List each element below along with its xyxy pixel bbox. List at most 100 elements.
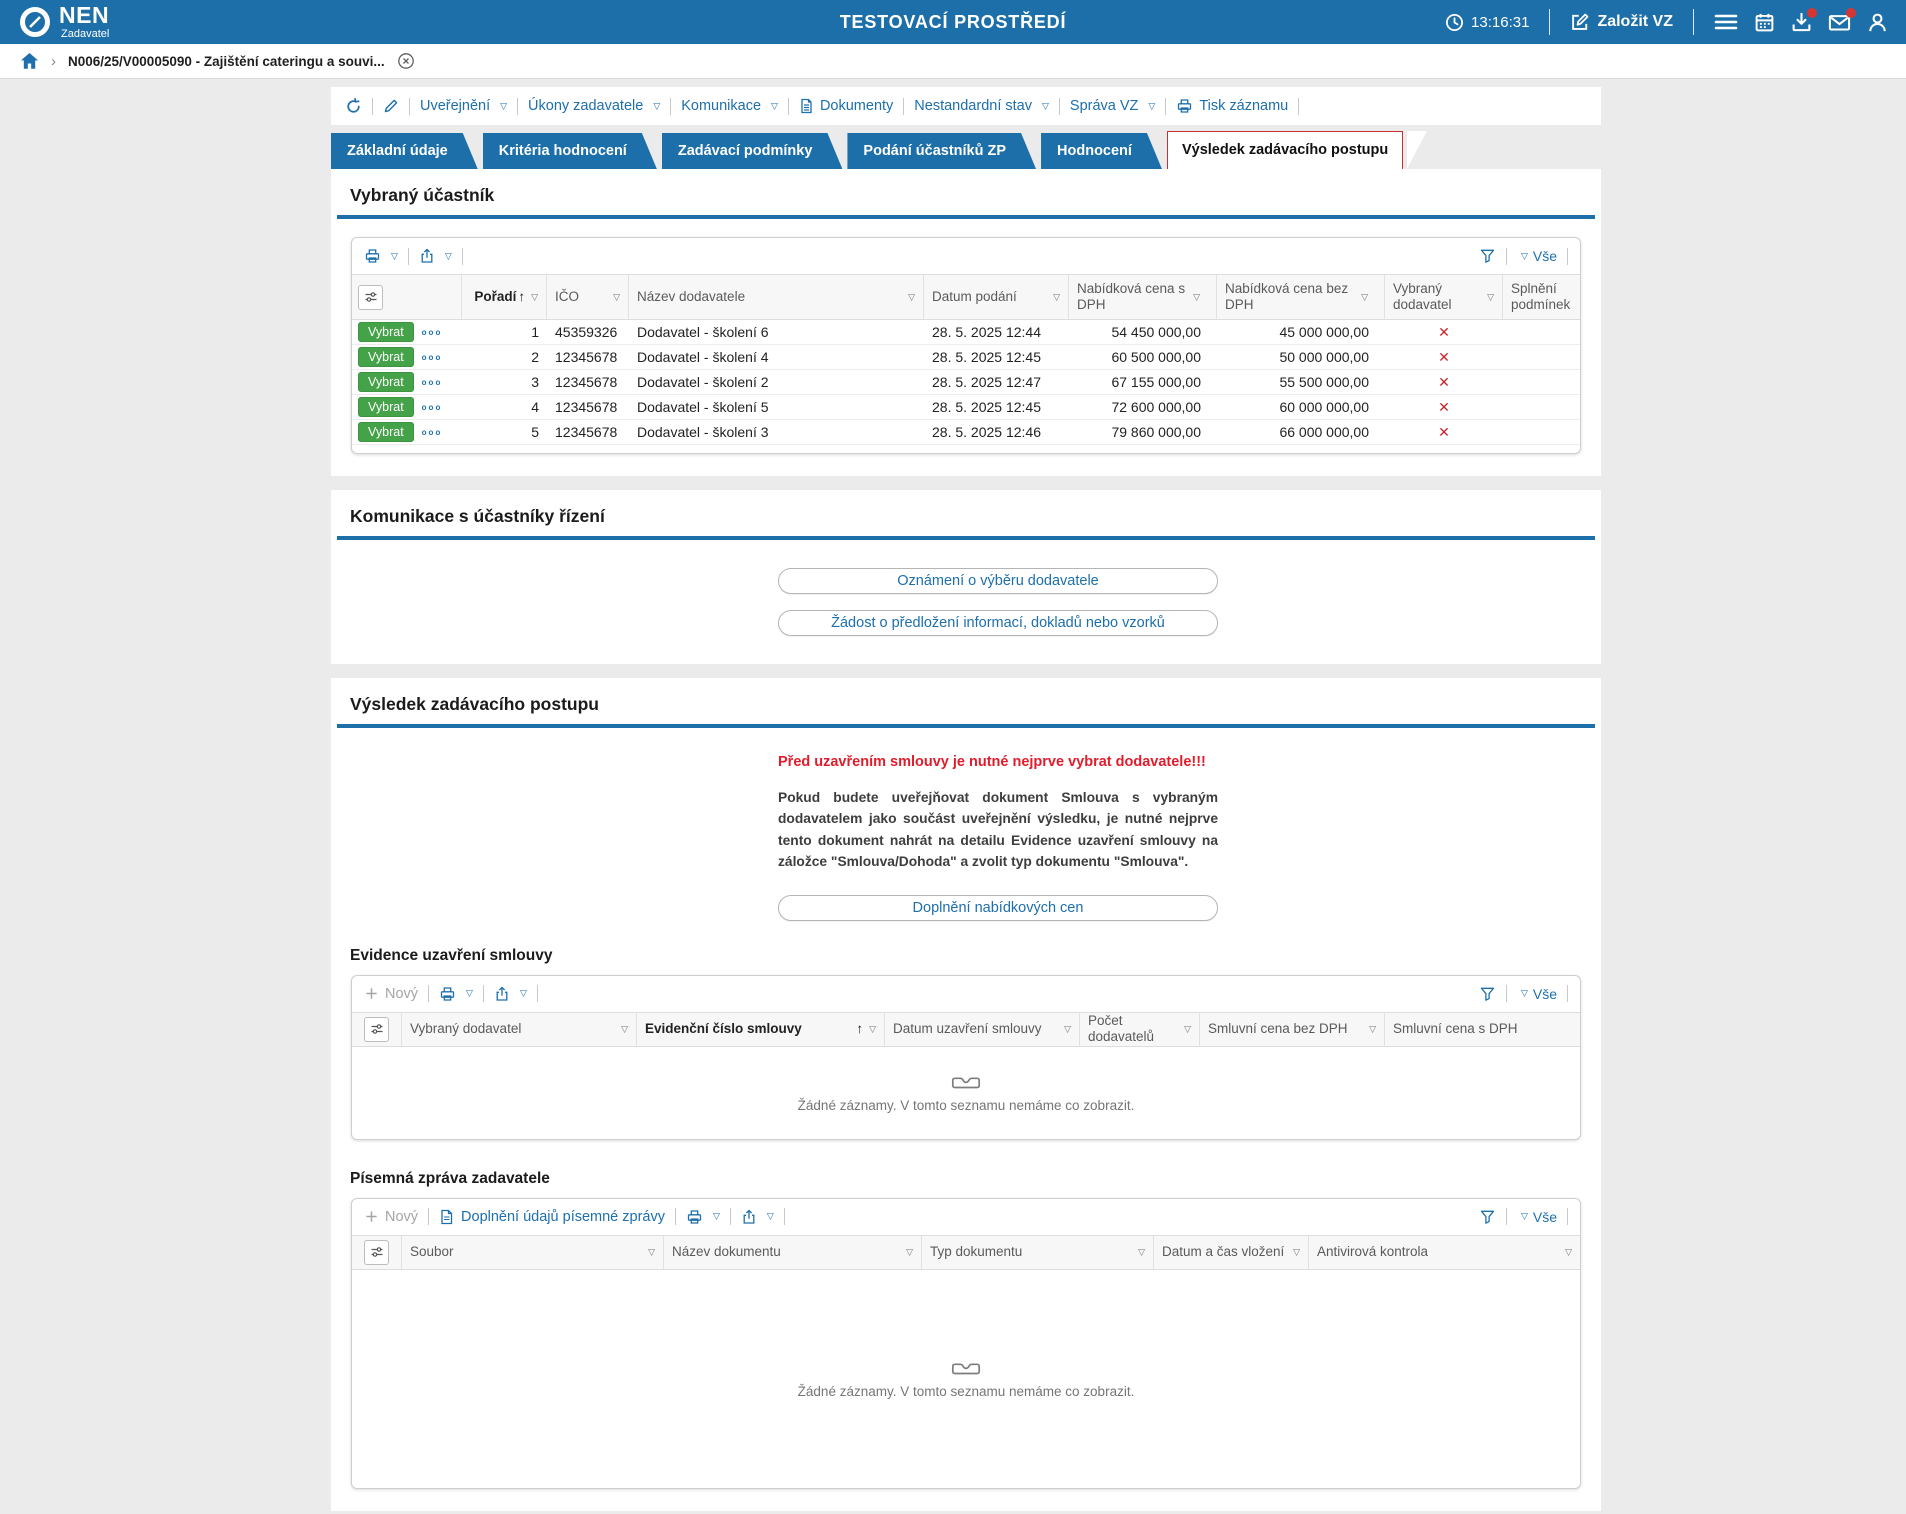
filter-all-button[interactable]: ▽ Vše [1520, 985, 1557, 1002]
filter-icon[interactable] [1479, 986, 1496, 1002]
column-header-datum-podani[interactable]: Datum podání ▽ [924, 275, 1069, 319]
filter-icon[interactable] [1479, 248, 1496, 264]
column-header-nazev-dodavatele[interactable]: Název dodavatele ▽ [629, 275, 924, 319]
column-filter-icon[interactable]: ▽ [1487, 291, 1494, 302]
column-header-soubor[interactable]: Soubor ▽ [402, 1235, 664, 1269]
column-header-splneni-podminek[interactable]: Splnění podmínek [1511, 280, 1571, 312]
vybrat-button[interactable]: Vybrat [358, 322, 414, 342]
breadcrumb-item[interactable]: N006/25/V00005090 - Zajištění cateringu … [68, 53, 385, 69]
column-filter-icon[interactable]: ▽ [531, 291, 538, 302]
column-header-smluvni-cena-s-dph[interactable]: Smluvní cena s DPH [1393, 1020, 1518, 1036]
new-record-button[interactable]: Nový [364, 986, 418, 1002]
tab-hodnoceni[interactable]: Hodnocení [1041, 133, 1162, 169]
row-menu-icon[interactable]: ooo [421, 402, 443, 412]
menu-tisk-zaznamu[interactable]: Tisk záznamu [1176, 98, 1288, 114]
export-grid-button[interactable]: ▽ [741, 1209, 774, 1225]
column-header-datum-vlozeni[interactable]: Datum a čas vložení ▽ [1154, 1235, 1309, 1269]
downloads-icon[interactable] [1791, 7, 1817, 33]
column-header-vybrany-dodavatel[interactable]: Vybraný dodavatel ▽ [402, 1012, 637, 1046]
menu-nestandardni-stav[interactable]: Nestandardní stav ▽ [914, 98, 1049, 114]
column-header-typ-dokumentu[interactable]: Typ dokumentu ▽ [922, 1235, 1154, 1269]
tab-vysledek-zadavaciho-postupu[interactable]: Výsledek zadávacího postupu [1166, 131, 1404, 169]
column-header-datum-uzavreni[interactable]: Datum uzavření smlouvy ▽ [885, 1012, 1080, 1046]
column-filter-icon[interactable]: ▽ [621, 1023, 628, 1034]
menu-uverejneni[interactable]: Uveřejnění ▽ [420, 98, 508, 114]
column-filter-icon[interactable]: ▽ [1369, 1023, 1376, 1034]
vybrat-button[interactable]: Vybrat [358, 347, 414, 367]
column-filter-icon[interactable]: ▽ [1293, 1246, 1300, 1257]
column-filter-icon[interactable]: ▽ [1053, 291, 1060, 302]
tab-zadavaci-podminky[interactable]: Zadávací podmínky [662, 133, 843, 169]
close-tab-icon[interactable] [397, 52, 415, 70]
edit-record-icon[interactable] [383, 98, 399, 114]
column-filter-icon[interactable]: ▽ [1193, 291, 1200, 302]
vybrat-button[interactable]: Vybrat [358, 422, 414, 442]
grid-settings-icon[interactable] [358, 284, 383, 310]
export-grid-button[interactable]: ▽ [419, 248, 452, 264]
column-filter-icon[interactable]: ▽ [1138, 1246, 1145, 1257]
table-row[interactable]: Vybrat ooo 1 45359326 Dodavatel - školení… [352, 320, 1580, 345]
print-grid-button[interactable]: ▽ [364, 248, 398, 264]
vybrat-button[interactable]: Vybrat [358, 372, 414, 392]
row-menu-icon[interactable]: ooo [421, 352, 443, 362]
grid-settings-icon[interactable] [364, 1016, 389, 1042]
doplneni-nabidkovych-cen-button[interactable]: Doplnění nabídkových cen [778, 894, 1218, 921]
print-grid-button[interactable]: ▽ [686, 1209, 720, 1225]
filter-all-button[interactable]: ▽ Vše [1520, 248, 1557, 264]
print-grid-button[interactable]: ▽ [439, 986, 473, 1002]
column-header-poradi[interactable]: Pořadí ↑ ▽ [462, 275, 547, 319]
create-vz-button[interactable]: Založit VZ [1570, 12, 1673, 32]
column-header-antivirova-kontrola[interactable]: Antivirová kontrola ▽ [1317, 1243, 1572, 1259]
doplneni-udaju-button[interactable]: Doplnění údajů písemné zprávy [439, 1209, 665, 1225]
column-header-vybrany-dodavatel[interactable]: Vybraný dodavatel ▽ [1385, 275, 1503, 319]
export-grid-button[interactable]: ▽ [494, 986, 527, 1002]
table-row[interactable]: Vybrat ooo 5 12345678 Dodavatel - školení… [352, 420, 1580, 445]
menu-dokumenty[interactable]: Dokumenty [799, 98, 893, 114]
oznameni-o-vyberu-button[interactable]: Oznámení o výběru dodavatele [778, 568, 1218, 594]
column-header-pocet-dodavatelu[interactable]: Počet dodavatelů ▽ [1080, 1012, 1200, 1046]
menu-komunikace[interactable]: Komunikace ▽ [681, 98, 778, 114]
zadost-o-predlozeni-button[interactable]: Žádost o předložení informací, dokladů n… [778, 610, 1218, 636]
column-filter-icon[interactable]: ▽ [869, 1023, 876, 1034]
column-filter-icon[interactable]: ▽ [648, 1246, 655, 1257]
tab-podani-ucastniku[interactable]: Podání účastníků ZP [847, 133, 1036, 169]
grid-settings-icon[interactable] [364, 1239, 389, 1265]
messages-icon[interactable] [1828, 7, 1856, 33]
row-menu-icon[interactable]: ooo [421, 327, 443, 337]
column-filter-icon[interactable]: ▽ [1565, 1246, 1572, 1257]
cell-poradi: 3 [531, 374, 539, 390]
table-row[interactable]: Vybrat ooo 2 12345678 Dodavatel - školení… [352, 345, 1580, 370]
row-menu-icon[interactable]: ooo [421, 377, 443, 387]
filter-icon[interactable] [1479, 1209, 1496, 1225]
column-header-cena-s-dph[interactable]: Nabídková cena s DPH ▽ [1069, 275, 1217, 319]
menu-icon[interactable] [1714, 13, 1738, 31]
column-header-smluvni-cena-bez-dph[interactable]: Smluvní cena bez DPH ▽ [1200, 1012, 1385, 1046]
home-icon[interactable] [20, 52, 39, 70]
section-vysledek: Výsledek zadávacího postupu Před uzavřen… [331, 678, 1601, 1511]
column-filter-icon[interactable]: ▽ [908, 291, 915, 302]
column-filter-icon[interactable]: ▽ [1184, 1023, 1191, 1034]
menu-ukony-zadavatele[interactable]: Úkony zadavatele ▽ [528, 98, 661, 114]
column-filter-icon[interactable]: ▽ [1064, 1023, 1071, 1034]
user-icon[interactable] [1867, 12, 1888, 33]
table-row[interactable]: Vybrat ooo 4 12345678 Dodavatel - školení… [352, 395, 1580, 420]
tab-kriteria-hodnoceni[interactable]: Kritéria hodnocení [483, 133, 657, 169]
vybrat-button[interactable]: Vybrat [358, 397, 414, 417]
table-row[interactable]: Vybrat ooo 3 12345678 Dodavatel - školení… [352, 370, 1580, 395]
menu-sprava-vz[interactable]: Správa VZ ▽ [1069, 98, 1156, 114]
column-header-evidencni-cislo[interactable]: Evidenční číslo smlouvy ↑ ▽ [637, 1012, 885, 1046]
column-header-nazev-dokumentu[interactable]: Název dokumentu ▽ [664, 1235, 922, 1269]
calendar-icon[interactable] [1754, 12, 1775, 33]
column-header-cena-bez-dph[interactable]: Nabídková cena bez DPH ▽ [1217, 275, 1385, 319]
tab-zakladni-udaje[interactable]: Základní údaje [331, 133, 478, 169]
new-record-button[interactable]: Nový [364, 1209, 418, 1225]
nen-logo[interactable]: NEN Zadavatel [18, 4, 109, 40]
cell-datum: 28. 5. 2025 12:45 [932, 399, 1041, 415]
column-filter-icon[interactable]: ▽ [613, 291, 620, 302]
column-filter-icon[interactable]: ▽ [1361, 291, 1368, 302]
column-filter-icon[interactable]: ▽ [906, 1246, 913, 1257]
row-menu-icon[interactable]: ooo [421, 427, 443, 437]
filter-all-button[interactable]: ▽ Vše [1520, 1208, 1557, 1225]
column-header-ico[interactable]: IČO ▽ [547, 275, 629, 319]
refresh-icon[interactable] [345, 97, 362, 115]
